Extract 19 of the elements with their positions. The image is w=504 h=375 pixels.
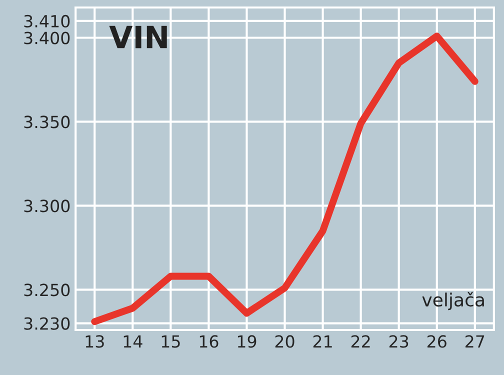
x-axis-title: veljača bbox=[422, 292, 484, 310]
x-tick-label: 15 bbox=[162, 335, 180, 348]
y-tick-label: 3.410 bbox=[24, 14, 70, 28]
chart-title: VIN bbox=[109, 26, 167, 48]
y-tick-label: 3.400 bbox=[24, 32, 70, 44]
x-tick-label: 16 bbox=[200, 335, 218, 348]
x-tick-label: 20 bbox=[275, 335, 294, 348]
y-tick-label: 3.350 bbox=[24, 116, 70, 128]
y-tick-label: 3.230 bbox=[24, 317, 70, 330]
x-tick-label: 22 bbox=[351, 335, 370, 348]
x-tick-label: 23 bbox=[389, 335, 408, 348]
x-tick-label: 27 bbox=[466, 335, 484, 348]
x-tick-label: 13 bbox=[86, 335, 104, 348]
x-tick-label: 26 bbox=[427, 335, 446, 348]
y-tick-label: 3.300 bbox=[24, 200, 70, 212]
y-tick-label: 3.250 bbox=[24, 284, 70, 296]
x-tick-label: 14 bbox=[124, 335, 142, 348]
x-tick-label: 19 bbox=[238, 335, 256, 348]
x-tick-label: 21 bbox=[313, 335, 332, 348]
